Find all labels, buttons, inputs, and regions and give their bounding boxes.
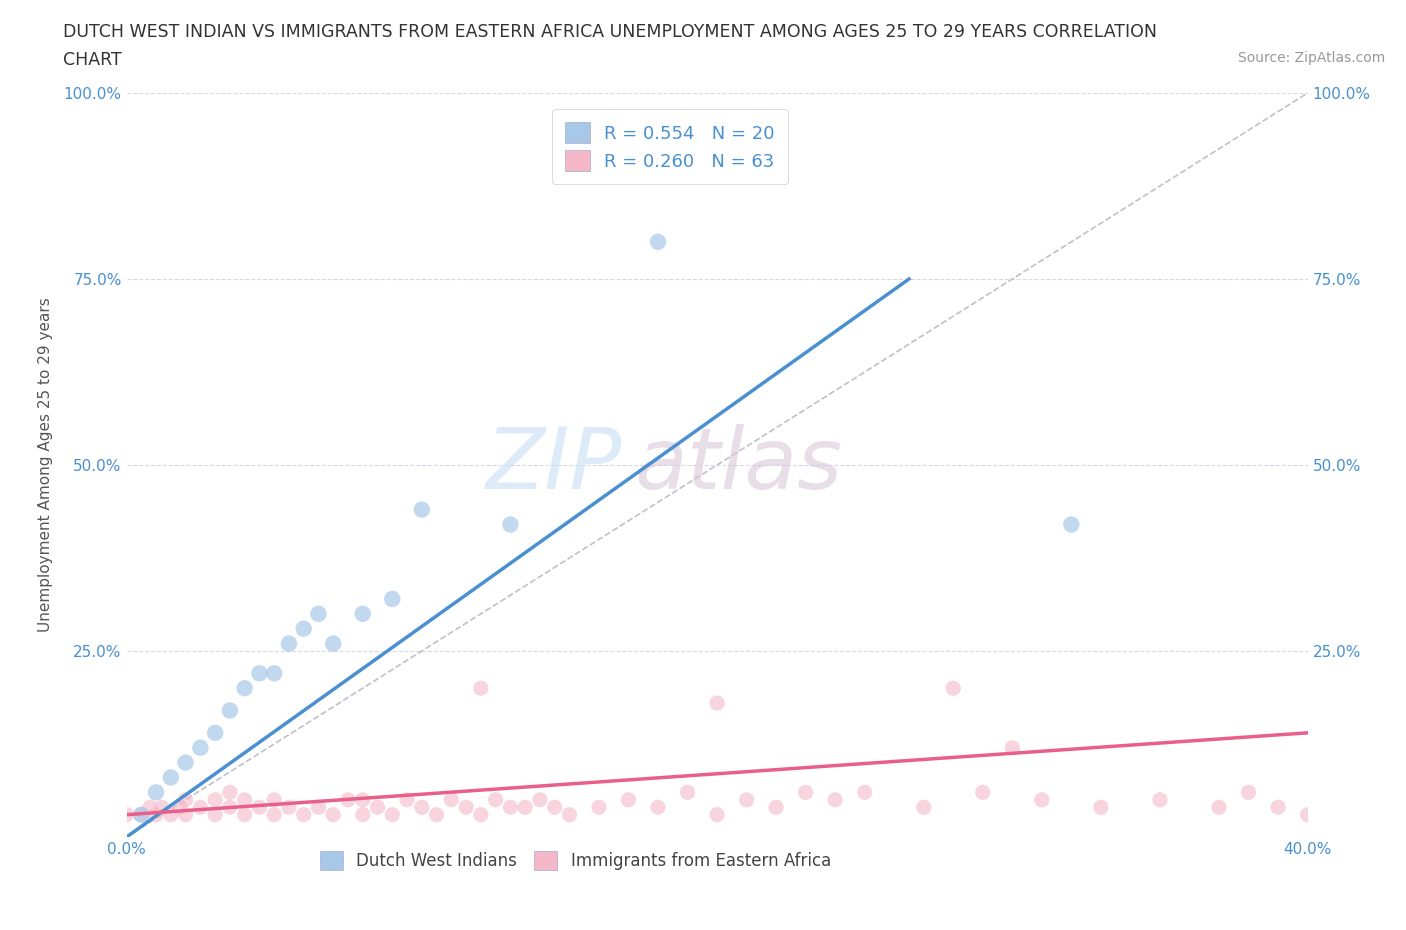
Point xyxy=(425,807,447,822)
Point xyxy=(352,807,374,822)
Point xyxy=(1001,740,1024,755)
Point xyxy=(278,636,301,651)
Point xyxy=(853,785,876,800)
Point xyxy=(912,800,935,815)
Point xyxy=(1296,807,1319,822)
Point xyxy=(456,800,478,815)
Point xyxy=(145,807,167,822)
Point xyxy=(440,792,463,807)
Text: atlas: atlas xyxy=(634,423,842,507)
Y-axis label: Unemployment Among Ages 25 to 29 years: Unemployment Among Ages 25 to 29 years xyxy=(38,298,52,632)
Text: Source: ZipAtlas.com: Source: ZipAtlas.com xyxy=(1237,51,1385,65)
Point xyxy=(411,502,433,517)
Point xyxy=(233,792,256,807)
Point xyxy=(765,800,787,815)
Point xyxy=(129,807,153,822)
Point xyxy=(352,792,374,807)
Point xyxy=(484,792,508,807)
Point xyxy=(972,785,994,800)
Point xyxy=(647,234,669,249)
Point xyxy=(676,785,699,800)
Point xyxy=(1237,785,1260,800)
Point xyxy=(129,807,153,822)
Point xyxy=(204,725,226,740)
Point xyxy=(558,807,581,822)
Point xyxy=(337,792,360,807)
Point xyxy=(188,740,212,755)
Point xyxy=(617,792,640,807)
Point xyxy=(794,785,817,800)
Point xyxy=(499,517,522,532)
Point xyxy=(160,770,183,785)
Point xyxy=(169,800,191,815)
Text: DUTCH WEST INDIAN VS IMMIGRANTS FROM EASTERN AFRICA UNEMPLOYMENT AMONG AGES 25 T: DUTCH WEST INDIAN VS IMMIGRANTS FROM EAS… xyxy=(63,23,1157,41)
Point xyxy=(263,666,285,681)
Point xyxy=(1208,800,1230,815)
Point xyxy=(735,792,758,807)
Point xyxy=(150,800,173,815)
Point xyxy=(352,606,374,621)
Point xyxy=(160,807,183,822)
Point xyxy=(219,703,242,718)
Point xyxy=(499,800,522,815)
Point xyxy=(381,591,404,606)
Point xyxy=(1031,792,1053,807)
Point xyxy=(278,800,301,815)
Point xyxy=(174,755,197,770)
Point xyxy=(115,807,138,822)
Legend: Dutch West Indians, Immigrants from Eastern Africa: Dutch West Indians, Immigrants from East… xyxy=(314,844,838,877)
Point xyxy=(470,807,492,822)
Point xyxy=(308,800,330,815)
Point xyxy=(515,800,537,815)
Point xyxy=(647,800,669,815)
Point xyxy=(233,807,256,822)
Point xyxy=(292,807,315,822)
Point xyxy=(367,800,389,815)
Point xyxy=(204,807,226,822)
Point xyxy=(139,800,162,815)
Text: ZIP: ZIP xyxy=(486,423,623,507)
Point xyxy=(396,792,419,807)
Point xyxy=(1060,517,1083,532)
Point xyxy=(942,681,965,696)
Point xyxy=(322,807,344,822)
Point xyxy=(174,792,197,807)
Point xyxy=(1090,800,1112,815)
Point xyxy=(543,800,565,815)
Point xyxy=(249,666,271,681)
Point xyxy=(706,696,728,711)
Point xyxy=(219,800,242,815)
Point xyxy=(233,681,256,696)
Point xyxy=(249,800,271,815)
Point xyxy=(308,606,330,621)
Point xyxy=(1149,792,1171,807)
Point xyxy=(322,636,344,651)
Point xyxy=(219,785,242,800)
Point xyxy=(588,800,610,815)
Point xyxy=(204,792,226,807)
Point xyxy=(706,807,728,822)
Point xyxy=(263,792,285,807)
Point xyxy=(411,800,433,815)
Point xyxy=(470,681,492,696)
Point xyxy=(824,792,846,807)
Point xyxy=(292,621,315,636)
Point xyxy=(263,807,285,822)
Point xyxy=(381,807,404,822)
Point xyxy=(188,800,212,815)
Point xyxy=(174,807,197,822)
Point xyxy=(145,785,167,800)
Text: CHART: CHART xyxy=(63,51,122,69)
Point xyxy=(1267,800,1289,815)
Point xyxy=(529,792,551,807)
